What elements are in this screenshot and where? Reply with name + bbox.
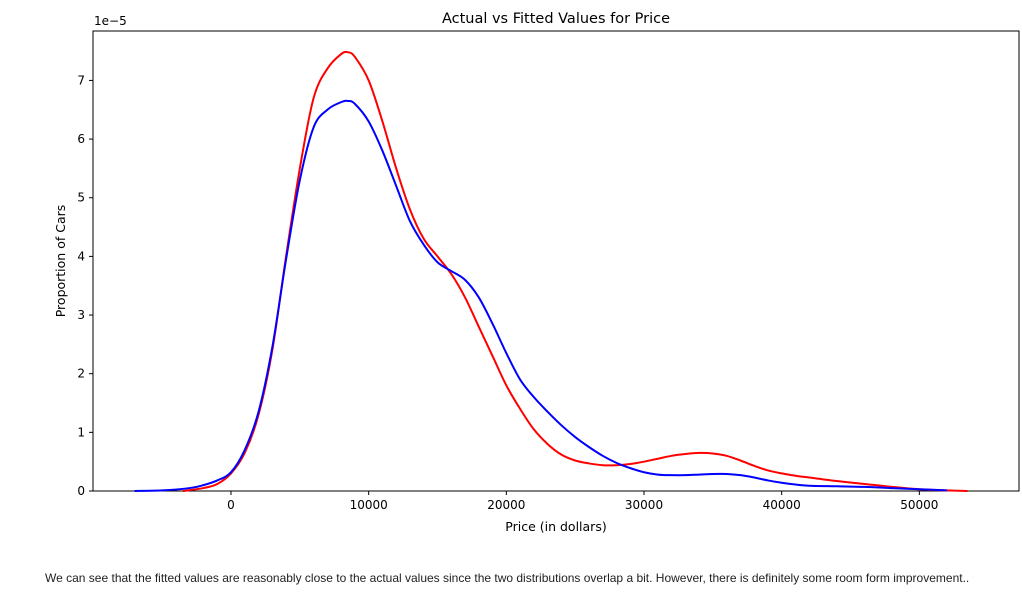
y-offset-text: 1e−5 — [94, 14, 127, 28]
x-axis: 0 10000 20000 30000 40000 50000 — [227, 491, 938, 512]
y-tick-label: 7 — [77, 73, 85, 87]
x-tick-label: 20000 — [487, 498, 525, 512]
y-tick-label: 5 — [77, 191, 85, 205]
x-tick-label: 10000 — [350, 498, 388, 512]
x-tick-label: 30000 — [625, 498, 663, 512]
x-tick-label: 50000 — [900, 498, 938, 512]
series-layer — [134, 50, 968, 492]
distribution-plot: Actual vs Fitted Values for Price 1e−5 0… — [53, 11, 1020, 534]
y-tick-label: 2 — [77, 367, 85, 381]
plot-area — [92, 30, 1020, 492]
y-tick-label: 0 — [77, 484, 85, 498]
chart-title: Actual vs Fitted Values for Price — [442, 11, 670, 27]
caption-text: We can see that the fitted values are re… — [45, 571, 970, 585]
x-axis-label: Price (in dollars) — [505, 519, 606, 534]
x-tick-label: 40000 — [763, 498, 801, 512]
y-axis: 0 1 2 3 4 5 6 7 — [77, 73, 93, 498]
actual-values-line — [182, 50, 968, 492]
fitted-values-line — [134, 99, 947, 492]
y-tick-label: 3 — [77, 308, 85, 322]
y-tick-label: 4 — [77, 249, 85, 263]
x-tick-label: 0 — [227, 498, 235, 512]
y-tick-label: 6 — [77, 132, 85, 146]
y-tick-label: 1 — [77, 425, 85, 439]
y-axis-label: Proportion of Cars — [53, 205, 68, 318]
